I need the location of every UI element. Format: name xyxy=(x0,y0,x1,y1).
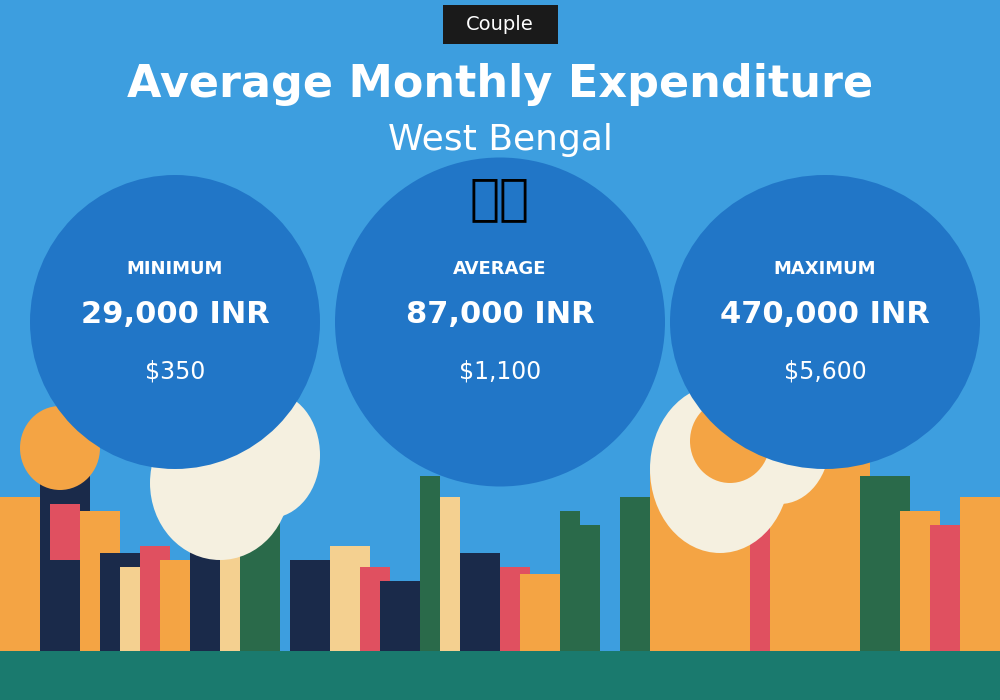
Text: MINIMUM: MINIMUM xyxy=(127,260,223,279)
Text: AVERAGE: AVERAGE xyxy=(453,260,547,279)
Bar xyxy=(140,546,170,651)
Bar xyxy=(420,476,440,651)
Bar xyxy=(520,574,560,651)
Bar xyxy=(820,455,870,651)
Ellipse shape xyxy=(335,158,665,486)
Ellipse shape xyxy=(150,406,290,560)
Bar xyxy=(500,567,530,651)
Text: Couple: Couple xyxy=(466,15,534,34)
Ellipse shape xyxy=(30,175,320,469)
Bar xyxy=(440,497,460,651)
Text: MAXIMUM: MAXIMUM xyxy=(774,260,876,279)
Bar xyxy=(930,525,970,651)
Bar xyxy=(80,511,120,651)
Text: West Bengal: West Bengal xyxy=(388,123,612,157)
Bar xyxy=(720,455,760,651)
Bar xyxy=(260,497,280,651)
Ellipse shape xyxy=(690,399,770,483)
Text: $1,100: $1,100 xyxy=(459,359,541,383)
Bar xyxy=(290,560,330,651)
Ellipse shape xyxy=(220,392,320,518)
Bar xyxy=(860,476,910,651)
Bar xyxy=(0,497,40,651)
Text: 87,000 INR: 87,000 INR xyxy=(406,300,594,330)
Bar xyxy=(20,525,80,651)
Ellipse shape xyxy=(650,385,790,553)
Text: $350: $350 xyxy=(145,359,205,383)
Bar xyxy=(750,497,780,651)
Bar xyxy=(960,497,1000,651)
Text: 470,000 INR: 470,000 INR xyxy=(720,300,930,330)
Text: Average Monthly Expenditure: Average Monthly Expenditure xyxy=(127,62,873,106)
Bar xyxy=(560,511,580,651)
Bar xyxy=(460,553,500,651)
Text: 29,000 INR: 29,000 INR xyxy=(81,300,269,330)
Bar xyxy=(650,469,700,651)
Bar xyxy=(40,455,90,651)
Bar xyxy=(220,553,250,651)
Ellipse shape xyxy=(730,378,830,504)
Text: 🇮🇳: 🇮🇳 xyxy=(470,176,530,223)
Bar xyxy=(580,525,600,651)
Bar xyxy=(120,567,160,651)
FancyBboxPatch shape xyxy=(442,5,558,43)
Ellipse shape xyxy=(670,175,980,469)
Bar xyxy=(380,581,420,651)
Text: $5,600: $5,600 xyxy=(784,359,866,383)
Bar xyxy=(240,511,260,651)
Bar xyxy=(190,525,220,651)
Bar xyxy=(360,567,390,651)
Bar xyxy=(330,546,370,651)
Bar xyxy=(160,560,200,651)
Bar xyxy=(50,504,80,560)
Ellipse shape xyxy=(20,406,100,490)
Bar xyxy=(900,511,940,651)
Bar xyxy=(770,427,830,651)
Bar xyxy=(690,441,730,651)
Bar xyxy=(620,497,660,651)
Bar xyxy=(100,553,140,651)
Bar xyxy=(0,651,1000,700)
